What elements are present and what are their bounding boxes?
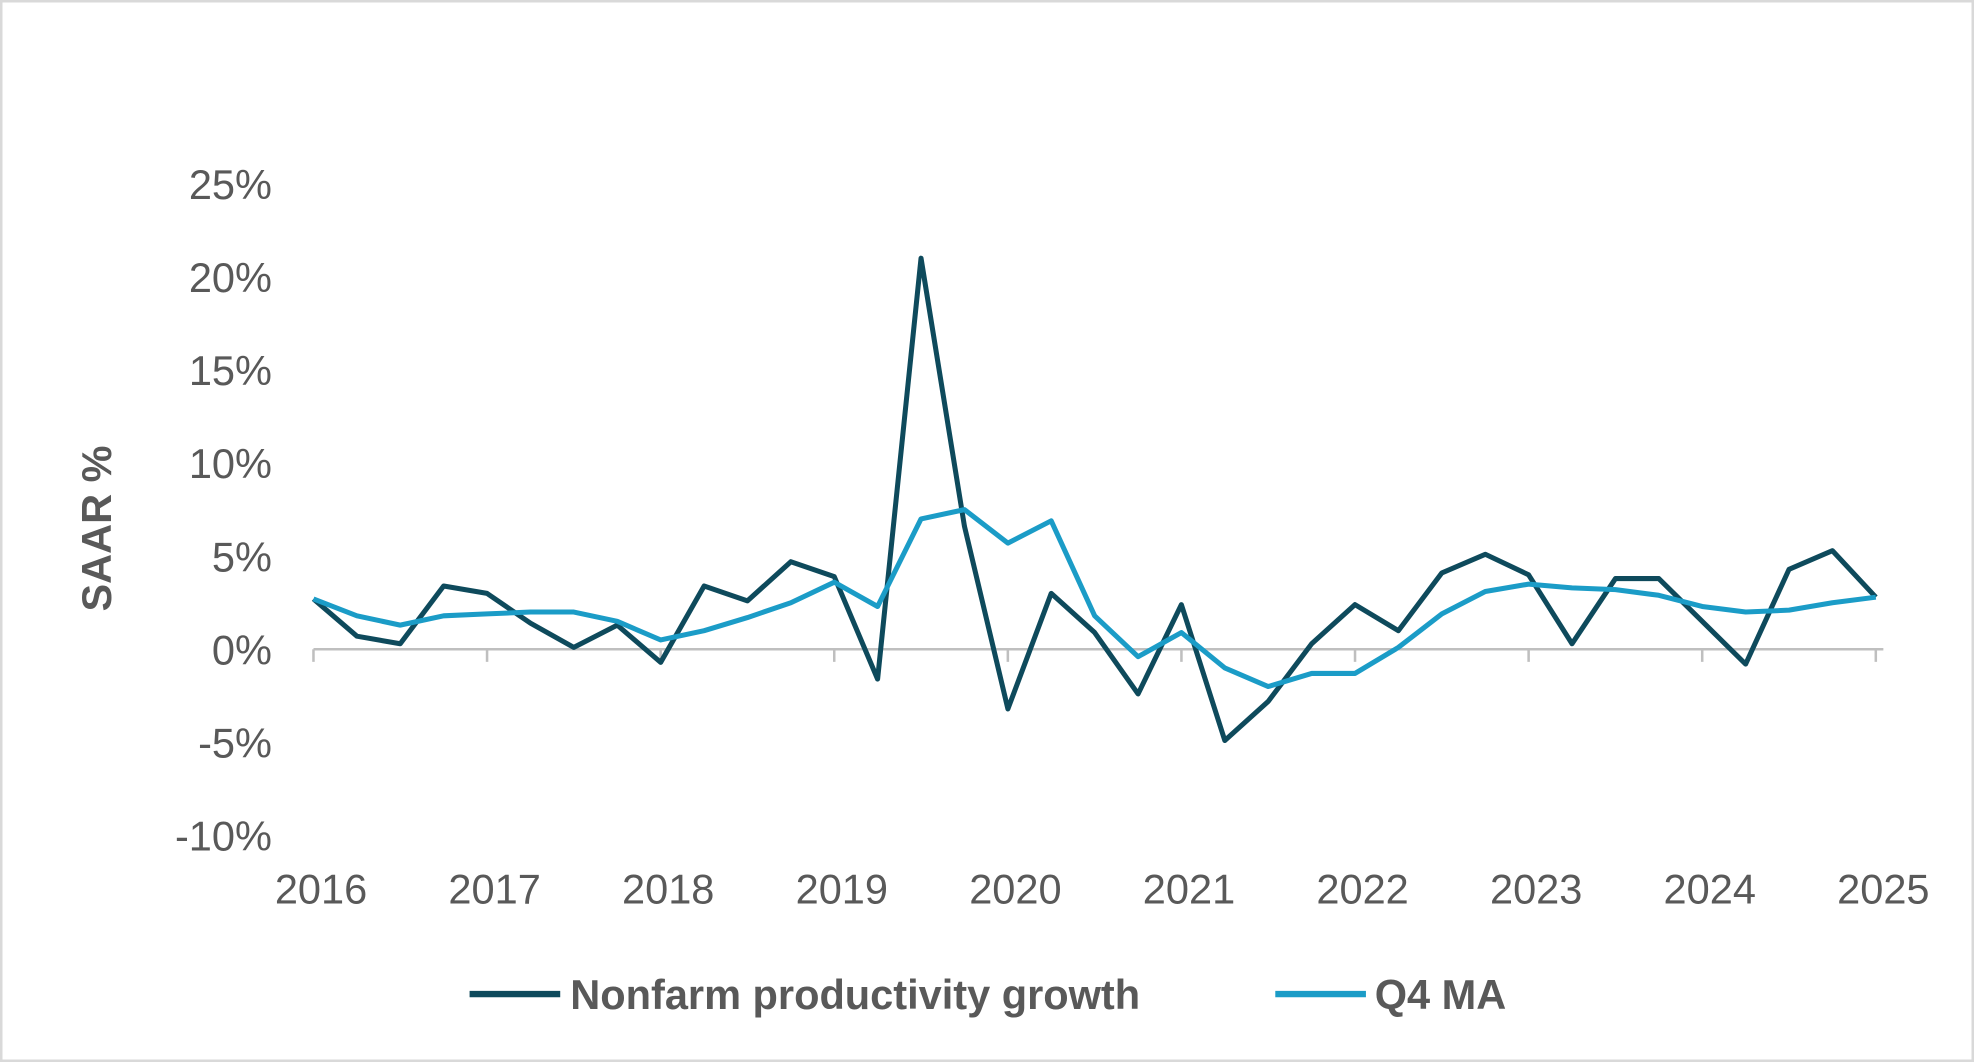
legend-label-nonfarm: Nonfarm productivity growth <box>570 971 1140 1018</box>
y-tick-label: -10% <box>175 813 272 860</box>
y-tick-label: 5% <box>212 533 272 580</box>
legend: Nonfarm productivity growth Q4 MA <box>469 971 1507 1018</box>
x-tick-label: 2017 <box>448 865 540 912</box>
y-tick-label: 10% <box>189 440 272 487</box>
x-tick-label: 2023 <box>1490 865 1582 912</box>
y-tick-label: 20% <box>189 254 272 301</box>
x-tick-label: 2021 <box>1143 865 1235 912</box>
legend-label-q4ma: Q4 MA <box>1375 971 1507 1018</box>
x-tick-label: 2022 <box>1316 865 1408 912</box>
y-tick-label: -5% <box>198 720 272 767</box>
y-axis-label: SAAR % <box>73 445 120 611</box>
series-line-nonfarm-productivity <box>311 255 1878 744</box>
x-tick-label: 2020 <box>969 865 1061 912</box>
series-line-q4-ma <box>312 507 1877 690</box>
y-tick-label: 25% <box>189 161 272 208</box>
x-tick-label: 2025 <box>1837 865 1929 912</box>
y-tick-label: 0% <box>212 626 272 673</box>
y-tick-label: 15% <box>189 347 272 394</box>
x-tick-label: 2024 <box>1664 865 1756 912</box>
x-tick-label: 2019 <box>796 865 888 912</box>
x-tick-label: 2018 <box>622 865 714 912</box>
x-tick-label: 2016 <box>275 865 367 912</box>
